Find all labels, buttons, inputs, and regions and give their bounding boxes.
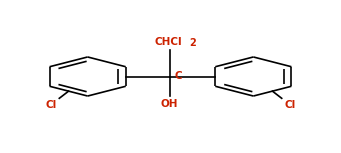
Text: Cl: Cl: [284, 100, 296, 110]
Text: 2: 2: [189, 38, 196, 48]
Text: CHCl: CHCl: [155, 37, 183, 47]
Text: C: C: [175, 71, 182, 81]
Text: Cl: Cl: [45, 100, 57, 110]
Text: OH: OH: [160, 99, 178, 109]
